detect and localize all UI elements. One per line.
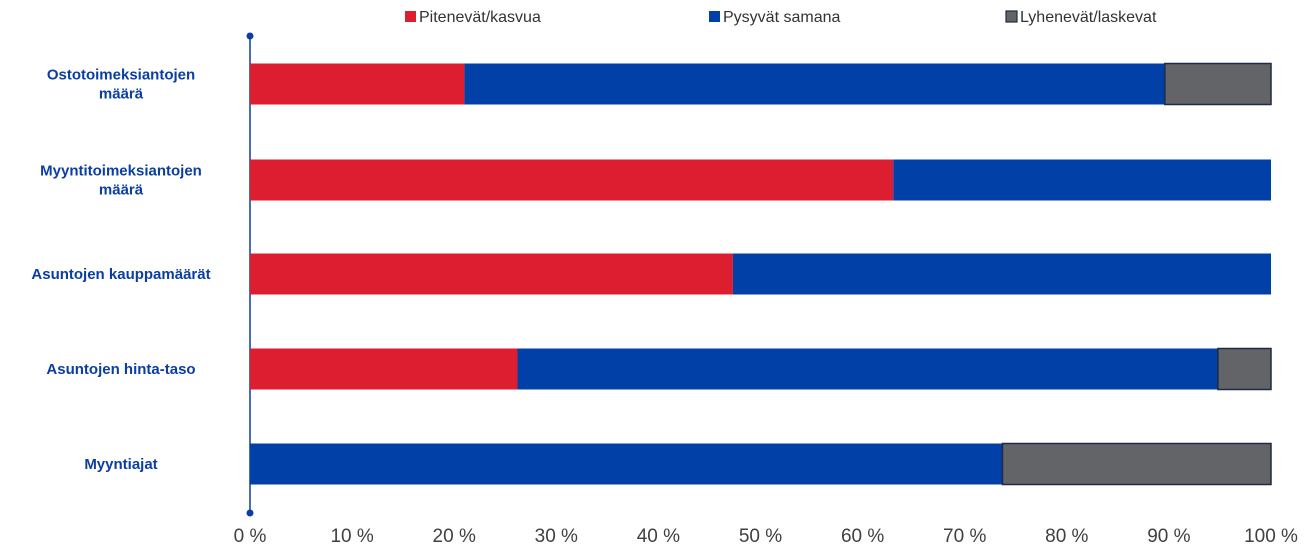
bar-segment-4-3 — [1217, 347, 1272, 391]
category-label-3-line-1: Asuntojen kauppamäärät — [31, 266, 210, 283]
x-tick-label-3: 20 % — [433, 526, 476, 547]
category-label-1-line-1: Ostotoimeksiantojen — [47, 67, 195, 84]
bar-segment-4-1 — [250, 348, 518, 390]
category-label-4-line-1: Asuntojen hinta-taso — [46, 361, 195, 378]
bar-segment-1-2 — [464, 63, 1165, 105]
legend-label-1: Pitenevät/kasvua — [419, 9, 541, 26]
category-label-5-line-1: Myyntiajat — [84, 456, 157, 473]
legend: Pitenevät/kasvua Pysyvät samana Lyhenevät/… — [405, 9, 1157, 26]
bar-segment-2-2 — [893, 159, 1271, 201]
legend-swatch-3 — [1005, 10, 1018, 23]
x-tick-label-7: 60 % — [841, 526, 884, 547]
category-label-2-line-2: määrä — [99, 182, 144, 199]
legend-swatch-1 — [405, 11, 416, 22]
x-tick-label-9: 80 % — [1045, 526, 1088, 547]
x-tick-label-8: 70 % — [943, 526, 986, 547]
x-tick-label-10: 90 % — [1147, 526, 1190, 547]
x-tick-label-6: 50 % — [739, 526, 782, 547]
category-label-1-line-2: määrä — [99, 86, 144, 103]
legend-swatch-2 — [709, 11, 720, 22]
x-tick-label-2: 10 % — [330, 526, 373, 547]
x-tick-label-4: 30 % — [535, 526, 578, 547]
bar-segment-1-1 — [250, 63, 465, 105]
bar-segment-2-1 — [250, 159, 894, 201]
bar-segment-3-1 — [250, 253, 733, 295]
bar-segment-4-2 — [517, 348, 1218, 390]
bar-segment-1-3 — [1164, 62, 1272, 106]
x-tick-labels: 0 % 10 % 20 % 30 % 40 % 50 % 60 % 70 % 80 % 90 % 1… — [234, 526, 1298, 547]
category-labels: Ostotoimeksiantojen määrä Myyntitoimeksian… — [31, 67, 210, 474]
axis-end-dot-bottom — [246, 509, 254, 517]
bar-segment-5-3 — [1001, 442, 1272, 486]
x-tick-label-1: 0 % — [234, 526, 267, 547]
bars — [250, 62, 1272, 486]
x-tick-label-11: 100 % — [1244, 526, 1298, 547]
legend-label-3: Lyhenevät/laskevat — [1020, 9, 1157, 26]
category-label-2-line-1: Myyntitoimeksiantojen — [40, 163, 202, 180]
legend-label-2: Pysyvät samana — [723, 9, 840, 26]
bar-segment-3-2 — [732, 253, 1271, 295]
x-tick-label-5: 40 % — [637, 526, 680, 547]
bar-segment-5-2 — [250, 443, 1003, 485]
axis-end-dot-top — [246, 32, 254, 40]
